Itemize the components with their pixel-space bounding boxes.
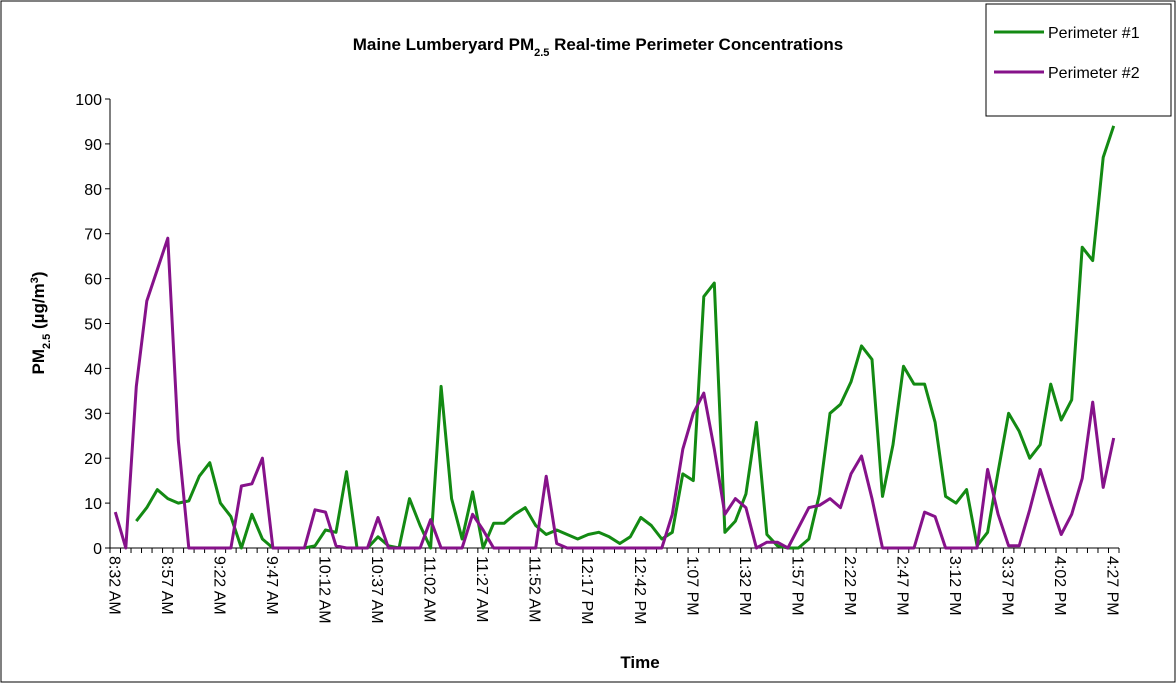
x-tick-label: 10:37 AM (368, 556, 385, 624)
x-tick-label: 2:22 PM (841, 556, 858, 616)
y-tick-label: 70 (84, 227, 102, 244)
chart-title: Maine Lumberyard PM2.5 Real-time Perimet… (353, 35, 843, 59)
legend-label: Perimeter #2 (1048, 65, 1140, 82)
x-tick-label: 11:02 AM (421, 556, 438, 622)
title-part: Real-time Perimeter Concentrations (549, 35, 843, 54)
legend-box (985, 3, 1172, 117)
x-tick-label: 11:52 AM (526, 556, 543, 622)
y-tick-label: 100 (75, 92, 102, 109)
y-tick-label: 90 (84, 137, 102, 154)
x-tick-label: 2:47 PM (894, 556, 911, 616)
x-tick-label: 4:27 PM (1104, 556, 1121, 616)
x-tick-label: 8:57 AM (158, 556, 175, 615)
y-tick-label: 50 (84, 317, 102, 334)
y-tick-label: 30 (84, 406, 102, 423)
x-tick-label: 3:12 PM (946, 556, 963, 616)
y-label-part: PM (29, 349, 48, 375)
x-tick-label: 8:32 AM (105, 556, 122, 615)
title-part: Maine Lumberyard PM (353, 35, 534, 54)
x-tick-label: 9:22 AM (210, 556, 227, 615)
x-tick-label: 11:27 AM (473, 556, 490, 622)
legend-label: Perimeter #1 (1048, 25, 1140, 42)
y-label-sub: 2.5 (41, 334, 53, 349)
y-label-sup: 3 (29, 277, 41, 283)
x-tick-label: 10:12 AM (315, 556, 332, 624)
y-axis-label: PM2.5 (µg/m3) (29, 272, 53, 375)
y-tick-label: 10 (84, 496, 102, 513)
x-tick-label: 12:42 PM (631, 556, 648, 624)
y-tick-label: 40 (84, 361, 102, 378)
x-tick-label: 4:02 PM (1051, 556, 1068, 616)
x-tick-label: 1:32 PM (736, 556, 753, 616)
y-label-part: ) (29, 272, 48, 278)
y-label-part: (µg/m (29, 283, 48, 333)
y-tick-label: 0 (93, 541, 102, 558)
x-axis-label: Time (620, 653, 659, 672)
x-tick-label: 1:07 PM (683, 556, 700, 616)
y-tick-label: 60 (84, 272, 102, 289)
y-tick-label: 80 (84, 182, 102, 199)
x-tick-label: 3:37 PM (999, 556, 1016, 616)
x-tick-label: 12:17 PM (578, 556, 595, 624)
series-line (113, 236, 1116, 550)
y-tick-label: 20 (84, 451, 102, 468)
x-tick-label: 1:57 PM (788, 556, 805, 616)
title-sub: 2.5 (534, 47, 549, 59)
x-tick-label: 9:47 AM (263, 556, 280, 615)
